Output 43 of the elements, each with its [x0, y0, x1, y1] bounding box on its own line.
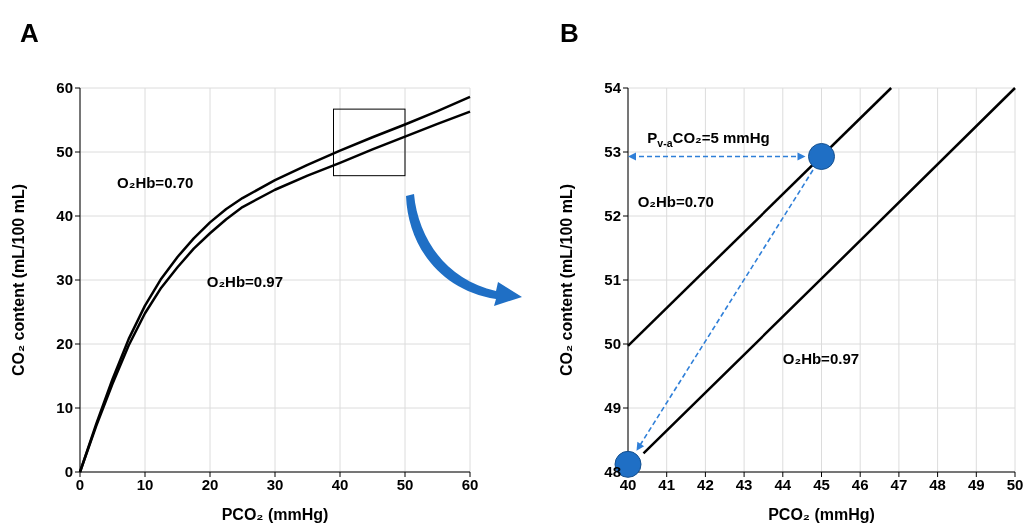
y-tick-label: 40 — [56, 207, 73, 225]
y-tick-label: 50 — [604, 335, 621, 353]
annotation: P$_{v-a}$CO₂=5 mmHg — [647, 128, 770, 150]
y-tick-label: 48 — [604, 463, 621, 481]
x-axis-title: PCO₂ (mmHg) — [221, 506, 329, 523]
y-tick-label: 51 — [604, 271, 621, 289]
annotation: O₂Hb=0.97 — [782, 349, 860, 367]
x-tick-label: 45 — [813, 475, 830, 493]
y-tick-label: 50 — [56, 143, 73, 161]
y-axis-title: CO₂ content (mL/100 mL) — [557, 183, 575, 377]
x-tick-label: 41 — [658, 475, 676, 493]
x-tick-label: 43 — [735, 475, 753, 493]
annotation: O₂Hb=0.70 — [117, 173, 194, 191]
y-tick-label: 49 — [604, 399, 621, 417]
x-tick-label: 47 — [890, 475, 908, 493]
x-tick-label: 30 — [266, 475, 284, 493]
x-axis-title: PCO₂ (mmHg) — [768, 506, 875, 523]
x-tick-label: 42 — [697, 475, 714, 493]
x-tick-label: 20 — [201, 475, 219, 493]
y-tick-label: 10 — [56, 399, 73, 417]
x-tick-label: 46 — [851, 475, 869, 493]
y-tick-label: 54 — [604, 79, 622, 97]
annotation: O₂Hb=0.97 — [206, 272, 284, 290]
x-tick-label: 50 — [396, 475, 414, 493]
x-tick-label: 49 — [967, 475, 985, 493]
annotation: O₂Hb=0.70 — [637, 192, 714, 210]
y-axis-title: CO₂ content (mL/100 mL) — [9, 183, 27, 377]
y-tick-label: 53 — [604, 143, 621, 161]
x-tick-label: 40 — [331, 475, 349, 493]
y-tick-label: 0 — [64, 463, 73, 481]
chart-title: B — [560, 18, 579, 49]
x-tick-label: 0 — [75, 475, 85, 493]
x-tick-label: 44 — [774, 475, 792, 493]
chart-title: A — [20, 18, 39, 49]
y-tick-label: 30 — [56, 271, 73, 289]
y-tick-label: 52 — [604, 207, 621, 225]
x-tick-label: 60 — [461, 475, 479, 493]
x-tick-label: 50 — [1006, 475, 1024, 493]
y-tick-label: 20 — [56, 335, 73, 353]
y-tick-label: 60 — [56, 79, 73, 97]
x-tick-label: 10 — [136, 475, 154, 493]
x-tick-label: 40 — [619, 475, 637, 493]
x-tick-label: 48 — [929, 475, 946, 493]
